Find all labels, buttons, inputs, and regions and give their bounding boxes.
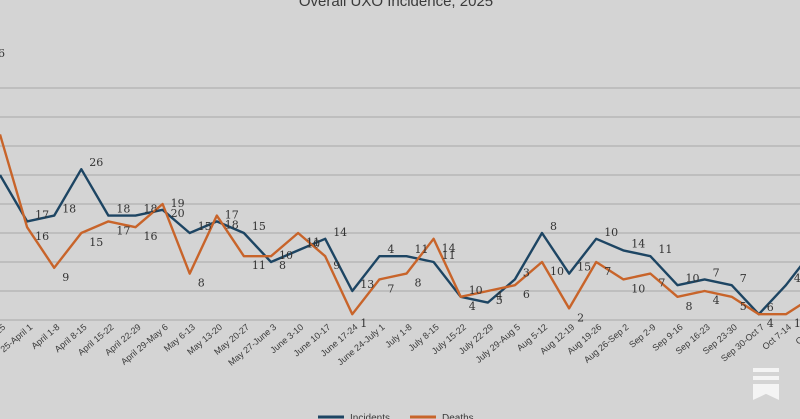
point-label: 10: [306, 237, 320, 250]
point-label: 7: [740, 272, 747, 285]
point-label: 8: [686, 300, 693, 313]
point-label: 4: [387, 243, 394, 256]
point-label: 15: [252, 220, 266, 233]
point-label: 10: [686, 272, 700, 285]
point-label: 17: [35, 208, 49, 221]
point-label: 15: [577, 261, 591, 274]
point-label: 1: [360, 317, 367, 330]
point-label: 5: [740, 300, 747, 313]
point-label: 10: [550, 265, 564, 278]
point-label: 4: [469, 300, 476, 313]
point-label: 14: [333, 226, 347, 239]
point-label: 2: [577, 311, 584, 324]
point-label: 15: [198, 220, 212, 233]
x-tick-label: 25-April 1: [0, 322, 34, 354]
point-label: 10: [469, 284, 483, 297]
point-label: 18: [62, 203, 76, 216]
series-line-incidents: [0, 167, 800, 316]
point-label: 11: [306, 236, 320, 249]
point-label: 4: [713, 294, 720, 307]
point-label: 14: [631, 237, 645, 250]
point-label: 13: [360, 278, 374, 291]
point-label: 7: [604, 265, 611, 278]
point-label: 7: [713, 266, 720, 279]
point-label: 18: [116, 203, 130, 216]
point-label: 8: [279, 259, 286, 272]
legend-label: Deaths: [442, 413, 474, 419]
point-label: 4: [496, 290, 503, 303]
series-line-deaths: [0, 134, 800, 316]
point-label: 1: [794, 317, 800, 330]
point-label: 10: [604, 226, 618, 239]
point-label: 15: [89, 236, 103, 249]
x-tick-label: Oct 7-14: [760, 322, 793, 352]
point-label: 6: [767, 301, 774, 314]
point-label: 9: [62, 271, 69, 284]
point-label: 4: [767, 317, 774, 330]
legend: Incidents Deaths: [318, 413, 474, 419]
point-label: 11: [658, 243, 672, 256]
point-label: 18: [144, 203, 158, 216]
point-label: 11: [415, 243, 429, 256]
gridlines: [0, 87, 800, 321]
point-label: 9: [333, 259, 340, 272]
point-label: 7: [658, 277, 665, 290]
point-label: 11: [442, 249, 456, 262]
point-label: 11: [252, 259, 266, 272]
point-label: 3: [523, 266, 530, 279]
point-label: 10: [279, 249, 293, 262]
edge-label: 6: [0, 47, 5, 60]
point-label: 6: [523, 288, 530, 301]
point-label: 16: [35, 230, 49, 243]
chart-title: Overall UXO Incidence, 2025: [299, 0, 493, 10]
point-label: 4: [794, 272, 800, 285]
bookmark-icon[interactable]: [750, 366, 782, 402]
point-label: 16: [144, 230, 158, 243]
point-label: 17: [116, 224, 130, 237]
point-label: 8: [550, 220, 557, 233]
point-label: 26: [89, 156, 103, 169]
point-label: 10: [631, 282, 645, 295]
point-label: 18: [225, 219, 239, 232]
series-lines: [0, 134, 800, 316]
point-label: 8: [415, 277, 422, 290]
point-label: 17: [225, 208, 239, 221]
point-label: 7: [387, 282, 394, 295]
point-label: 19: [171, 197, 185, 210]
point-label: 5: [496, 294, 503, 307]
point-label: 8: [198, 277, 205, 290]
x-tick-label: 25: [0, 322, 7, 336]
point-label: 20: [171, 207, 185, 220]
legend-label: Incidents: [350, 413, 390, 419]
point-label: 14: [442, 242, 456, 255]
